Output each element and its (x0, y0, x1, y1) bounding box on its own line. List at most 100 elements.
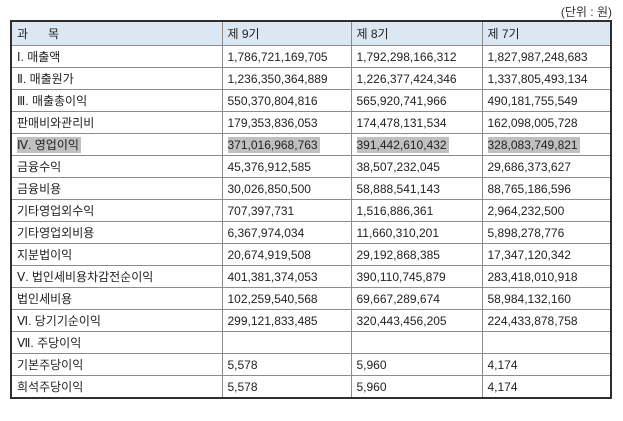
value-text: 20,674,919,508 (227, 247, 311, 262)
value-text: 162,098,005,728 (487, 115, 578, 130)
value-text: 30,026,850,500 (227, 181, 311, 196)
value-text: 88,765,186,596 (487, 181, 571, 196)
value-cell: 371,016,968,763 (221, 133, 352, 156)
value-cell: 4,174 (481, 375, 612, 399)
table-row: 기타영업외수익 707,397,731 1,516,886,361 2,964,232… (10, 199, 612, 222)
table-row: 기본주당이익 5,578 5,960 4,174 (10, 353, 612, 376)
col-header-period-9: 제 9기 (221, 20, 352, 46)
value-cell: 320,443,456,205 (350, 309, 483, 332)
table-row: Ⅱ. 매출원가 1,236,350,364,889 1,226,377,424,34… (10, 67, 612, 90)
value-cell: 299,121,833,485 (221, 309, 352, 332)
table-row: 금융수익 45,376,912,585 38,507,232,045 29,686,3… (10, 155, 612, 178)
value-text: 4,174 (487, 379, 518, 394)
value-text: 17,347,120,342 (487, 247, 571, 262)
value-cell: 45,376,912,585 (221, 155, 352, 178)
account-cell: 지분법이익 (10, 243, 223, 266)
table-row: Ⅵ. 당기기순이익 299,121,833,485 320,443,456,205 2… (10, 309, 612, 332)
value-cell (481, 331, 612, 354)
col-header-period-8: 제 8기 (350, 20, 483, 46)
value-text: 58,888,541,143 (356, 181, 440, 196)
value-cell: 58,984,132,160 (481, 287, 612, 310)
account-cell: 금융비용 (10, 177, 223, 200)
value-text: 565,920,741,966 (356, 93, 447, 108)
account-cell: Ⅴ. 법인세비용차감전순이익 (10, 265, 223, 288)
account-label: Ⅰ. 매출액 (17, 50, 61, 64)
account-label: Ⅱ. 매출원가 (17, 72, 74, 86)
value-cell: 174,478,131,534 (350, 111, 483, 134)
account-label: Ⅵ. 당기기순이익 (17, 314, 101, 328)
value-text: 328,083,749,821 (487, 136, 580, 153)
value-cell: 283,418,010,918 (481, 265, 612, 288)
value-cell: 328,083,749,821 (481, 133, 612, 156)
account-label: 판매비와관리비 (17, 116, 95, 130)
value-text: 390,110,745,879 (356, 269, 446, 284)
account-label: Ⅴ. 법인세비용차감전순이익 (17, 270, 154, 284)
value-cell: 4,174 (481, 353, 612, 376)
value-text: 5,960 (356, 357, 387, 372)
value-cell: 550,370,804,816 (221, 89, 352, 112)
value-text: 11,660,310,201 (356, 225, 440, 240)
unit-label: (단위 : 원) (560, 5, 612, 19)
value-cell: 102,259,540,568 (221, 287, 352, 310)
value-cell: 17,347,120,342 (481, 243, 612, 266)
table-row: 지분법이익 20,674,919,508 29,192,868,385 17,347,… (10, 243, 612, 266)
value-cell: 1,827,987,248,683 (481, 45, 612, 68)
col-header-period-7: 제 7기 (481, 20, 612, 46)
value-cell (221, 331, 352, 354)
value-cell: 58,888,541,143 (350, 177, 483, 200)
value-text: 29,686,373,627 (487, 159, 571, 174)
value-text: 174,478,131,534 (356, 115, 447, 130)
value-text: 1,337,805,493,134 (487, 71, 588, 86)
value-text: 401,381,374,053 (227, 269, 318, 284)
value-cell: 1,226,377,424,346 (350, 67, 483, 90)
account-cell: 기본주당이익 (10, 353, 223, 376)
income-statement-table: 과 목 제 9기 제 8기 제 7기 Ⅰ. 매출액 1,786,721,169,7… (10, 20, 612, 399)
value-text: 1,236,350,364,889 (227, 71, 328, 86)
col-header-account: 과 목 (10, 20, 223, 46)
account-cell: 희석주당이익 (10, 375, 223, 399)
value-cell: 162,098,005,728 (481, 111, 612, 134)
value-cell: 29,192,868,385 (350, 243, 483, 266)
account-label: 지분법이익 (17, 248, 73, 262)
value-cell: 5,578 (221, 375, 352, 399)
value-text: 320,443,456,205 (356, 313, 447, 328)
value-text: 4,174 (487, 357, 518, 372)
value-text: 550,370,804,816 (227, 93, 318, 108)
account-label: Ⅳ. 영업이익 (17, 137, 81, 153)
account-cell: 판매비와관리비 (10, 111, 223, 134)
table-row: 판매비와관리비 179,353,836,053 174,478,131,534 162… (10, 111, 612, 134)
value-text: 102,259,540,568 (227, 291, 318, 306)
value-cell: 179,353,836,053 (221, 111, 352, 134)
account-label: 기타영업외비용 (17, 226, 95, 240)
value-cell: 1,792,298,166,312 (350, 45, 483, 68)
value-cell: 88,765,186,596 (481, 177, 612, 200)
value-cell: 11,660,310,201 (350, 221, 483, 244)
table-header-row: 과 목 제 9기 제 8기 제 7기 (10, 20, 612, 46)
table-row: 금융비용 30,026,850,500 58,888,541,143 88,765,1… (10, 177, 612, 200)
value-text: 391,442,610,432 (356, 136, 449, 153)
table-row: Ⅳ. 영업이익 371,016,968,763 391,442,610,432 328… (10, 133, 612, 156)
value-text: 1,792,298,166,312 (356, 49, 457, 64)
value-text: 371,016,968,763 (227, 136, 320, 153)
account-cell: 금융수익 (10, 155, 223, 178)
account-cell: Ⅱ. 매출원가 (10, 67, 223, 90)
value-text: 5,578 (227, 357, 258, 372)
account-label: Ⅲ. 매출총이익 (17, 94, 88, 108)
value-text: 1,827,987,248,683 (487, 49, 588, 64)
value-cell: 401,381,374,053 (221, 265, 352, 288)
value-cell: 5,960 (350, 353, 483, 376)
value-cell: 1,337,805,493,134 (481, 67, 612, 90)
value-text: 58,984,132,160 (487, 291, 571, 306)
value-cell: 38,507,232,045 (350, 155, 483, 178)
value-text: 1,516,886,361 (356, 203, 434, 218)
value-text: 1,226,377,424,346 (356, 71, 457, 86)
value-text: 5,578 (227, 379, 258, 394)
value-cell: 6,367,974,034 (221, 221, 352, 244)
account-label: 희석주당이익 (17, 380, 84, 394)
value-cell: 390,110,745,879 (350, 265, 483, 288)
table-row: Ⅲ. 매출총이익 550,370,804,816 565,920,741,966 49… (10, 89, 612, 112)
account-cell: Ⅰ. 매출액 (10, 45, 223, 68)
account-cell: Ⅲ. 매출총이익 (10, 89, 223, 112)
value-cell: 30,026,850,500 (221, 177, 352, 200)
value-text: 45,376,912,585 (227, 159, 311, 174)
